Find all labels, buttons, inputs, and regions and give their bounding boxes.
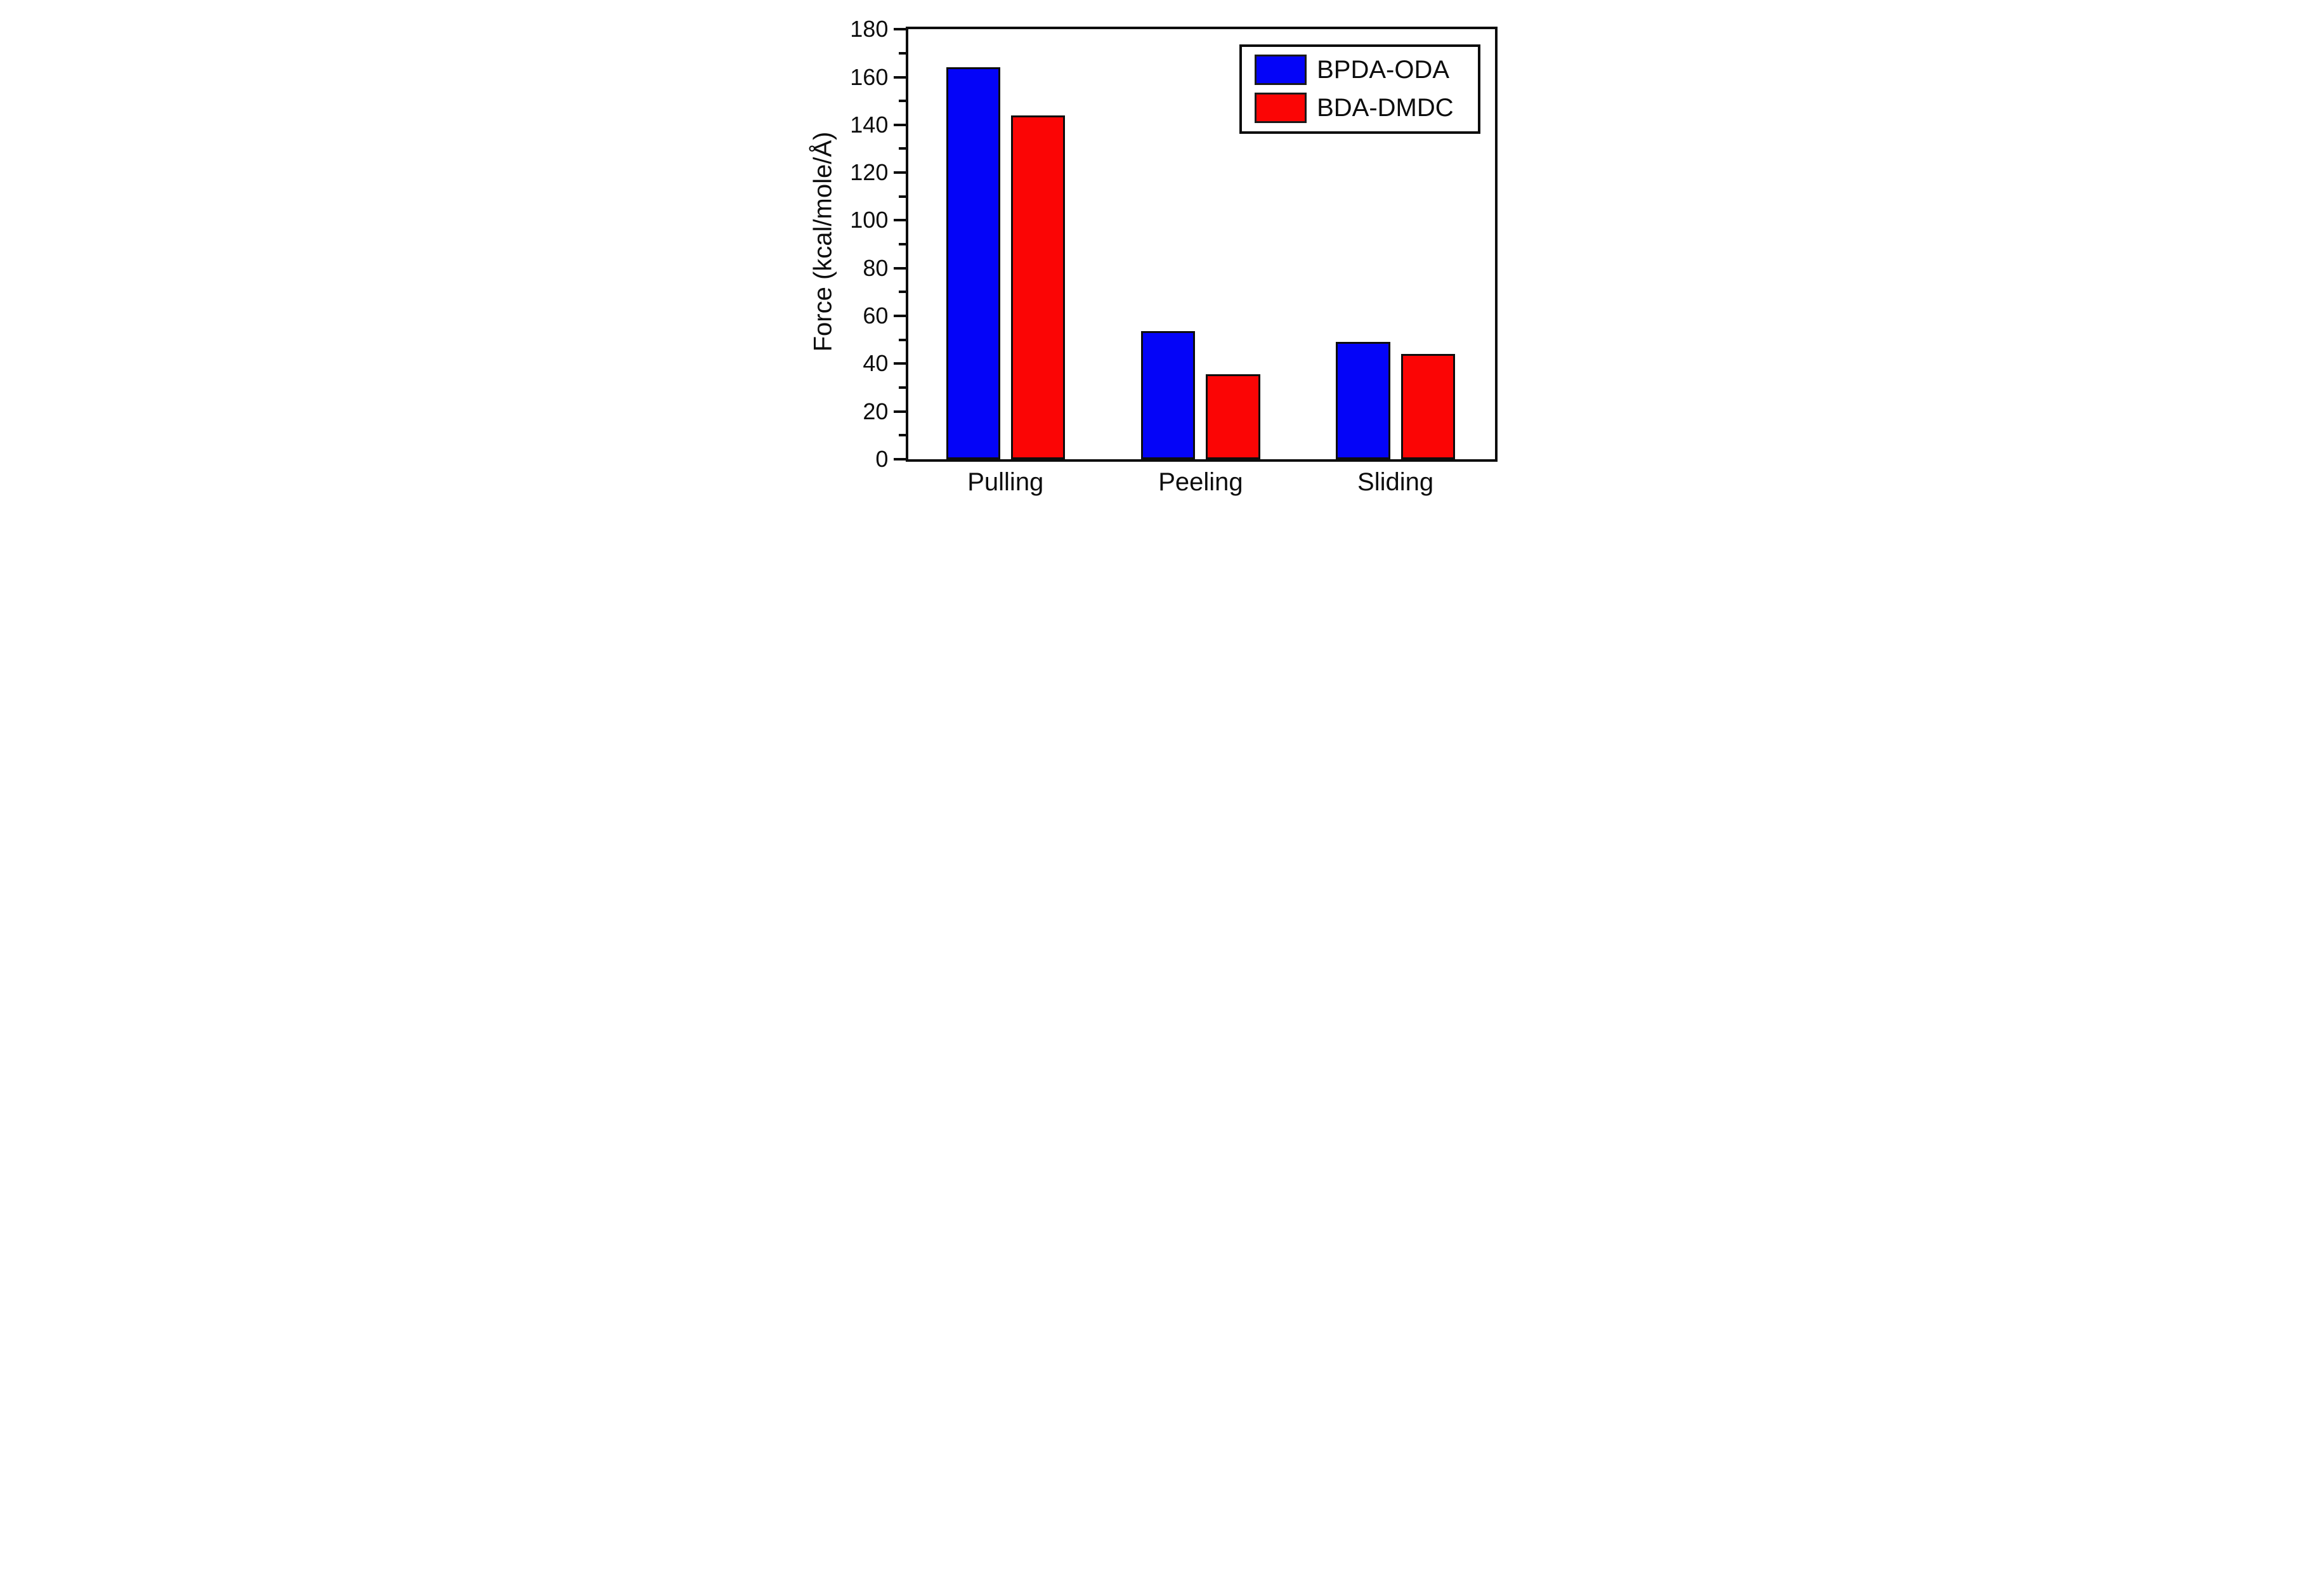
y-axis-minor-tick — [899, 51, 906, 55]
y-axis-tick-label: 100 — [850, 207, 889, 233]
y-axis-major-tick — [894, 314, 906, 317]
y-axis-tick-label: 60 — [863, 302, 889, 329]
y-axis-minor-tick — [899, 100, 906, 103]
y-axis-minor-tick — [899, 243, 906, 246]
y-axis-tick-label: 0 — [875, 445, 889, 472]
legend-label-bda-dmdc: BDA-DMDC — [1317, 94, 1454, 122]
y-axis-minor-tick — [899, 195, 906, 198]
x-category-label-sliding: Sliding — [1357, 467, 1434, 496]
bar-bda-dmdc-sliding — [1400, 354, 1455, 459]
legend-swatch-bpda-oda — [1255, 55, 1307, 86]
y-axis-minor-tick — [899, 291, 906, 294]
bar-bpda-oda-pulling — [946, 67, 1000, 459]
y-axis-major-tick — [894, 75, 906, 79]
bar-bda-dmdc-peeling — [1206, 374, 1260, 459]
y-axis-major-tick — [894, 362, 906, 365]
bar-bda-dmdc-pulling — [1010, 115, 1065, 459]
legend-item-bda-dmdc: BDA-DMDC — [1255, 93, 1478, 124]
y-axis-major-tick — [894, 457, 906, 461]
x-category-label-pulling: Pulling — [967, 467, 1044, 496]
y-axis-major-tick — [894, 219, 906, 222]
y-axis-minor-tick — [899, 434, 906, 437]
y-axis-major-tick — [894, 266, 906, 270]
y-axis-tick-label: 20 — [863, 398, 889, 424]
bar-bpda-oda-sliding — [1336, 342, 1390, 459]
x-category-label-peeling: Peeling — [1158, 467, 1243, 496]
bar-bpda-oda-peeling — [1141, 331, 1196, 459]
y-axis-major-tick — [894, 171, 906, 174]
y-axis-minor-tick — [899, 147, 906, 150]
legend-item-bpda-oda: BPDA-ODA — [1255, 55, 1478, 86]
y-axis-tick-label: 160 — [850, 63, 889, 90]
y-axis-major-tick — [894, 410, 906, 413]
y-axis-tick-label: 120 — [850, 159, 889, 186]
bar-chart-figure: Force (kcal/mole/Å) BPDA-ODA BDA-DMDC 0 20… — [790, 0, 1534, 510]
y-axis-minor-tick — [899, 386, 906, 389]
y-axis-title: Force (kcal/mole/Å) — [809, 131, 837, 352]
y-axis-major-tick — [894, 28, 906, 31]
y-axis-tick-label: 80 — [863, 254, 889, 281]
y-axis-tick-label: 40 — [863, 350, 889, 377]
legend-label-bpda-oda: BPDA-ODA — [1317, 56, 1450, 84]
plot-area: BPDA-ODA BDA-DMDC 0 20 40 60 80 100 120 140 160 18… — [850, 18, 1498, 495]
y-axis-tick-label: 140 — [850, 111, 889, 138]
y-axis-tick-label: 180 — [850, 16, 889, 42]
y-axis-major-tick — [894, 123, 906, 126]
legend-box: BPDA-ODA BDA-DMDC — [1239, 44, 1481, 134]
legend-swatch-bda-dmdc — [1255, 93, 1307, 124]
y-axis-minor-tick — [899, 338, 906, 341]
